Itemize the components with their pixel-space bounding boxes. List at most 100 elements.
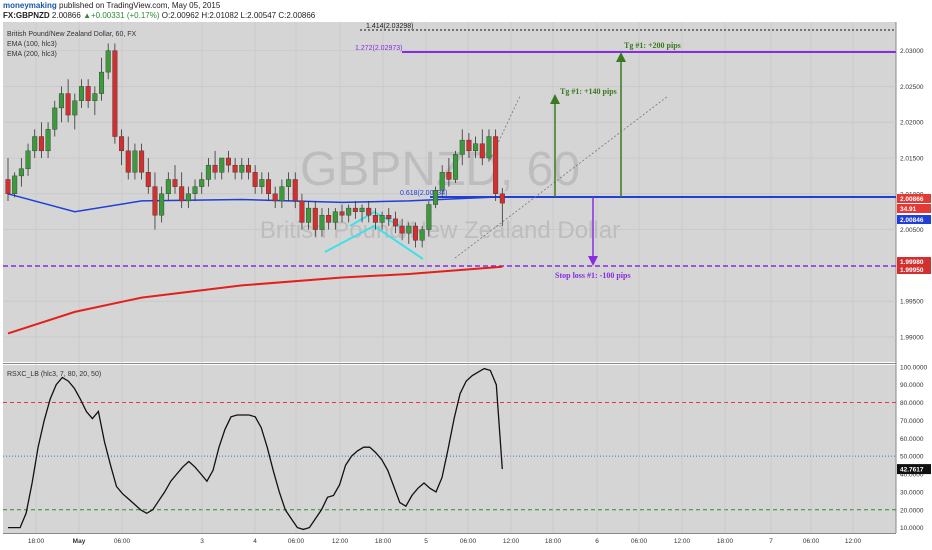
time-tick-label: 12:00 bbox=[332, 538, 349, 545]
candle-body bbox=[499, 193, 505, 204]
candle-body bbox=[225, 157, 231, 166]
author-username[interactable]: moneymaking bbox=[3, 1, 57, 10]
drawing-layer[interactable]: 1.414(2.03298) 1.272(2.02973) 0.618(2.00… bbox=[3, 23, 896, 280]
close-label: C: bbox=[278, 11, 287, 20]
candle-body bbox=[299, 200, 305, 223]
oscillator-tick-label: 90.0000 bbox=[900, 382, 924, 389]
change-arrow-icon: ▲ bbox=[83, 11, 91, 20]
price-label-text: 34.91 bbox=[900, 206, 917, 213]
candlestick-series[interactable] bbox=[5, 43, 505, 248]
candle-body bbox=[239, 164, 245, 173]
price-label-box bbox=[897, 257, 931, 266]
price-label-box bbox=[897, 204, 931, 213]
candle-body bbox=[493, 136, 499, 194]
time-tick-label: 06:00 bbox=[803, 538, 820, 545]
candle-body bbox=[346, 207, 352, 216]
time-tick-label: May bbox=[73, 538, 86, 545]
oscillator-tick-label: 80.0000 bbox=[900, 400, 924, 407]
oscillator-pane[interactable] bbox=[3, 365, 896, 533]
oscillator-axis-ticks: 100.0000 90.0000 80.0000 70.0000 60.0000 50.0… bbox=[900, 364, 927, 532]
time-axis[interactable]: 18:00 May 06:00 3 4 06:00 12:00 18:00 5 06:00 12:0… bbox=[28, 538, 862, 545]
candle-body bbox=[12, 175, 18, 194]
candle-body bbox=[419, 229, 425, 241]
candle-body bbox=[292, 179, 298, 202]
candle-body bbox=[473, 143, 479, 152]
oscillator-tick-label: 30.0000 bbox=[900, 489, 924, 496]
candle-body bbox=[326, 215, 332, 223]
candle-body bbox=[65, 93, 71, 116]
low-label: L: bbox=[240, 11, 248, 20]
oscillator-series[interactable] bbox=[8, 367, 503, 531]
w-pattern-peak[interactable] bbox=[349, 210, 401, 227]
candle-body bbox=[172, 179, 178, 187]
legend-ema200[interactable]: EMA (200, hlc3) bbox=[7, 51, 57, 58]
oscillator-tick-label: 40.0000 bbox=[900, 472, 924, 479]
open-label: O: bbox=[161, 11, 171, 20]
target2-arrowhead-icon bbox=[616, 52, 626, 62]
candle-body bbox=[426, 204, 432, 230]
oscillator-tick-label: 20.0000 bbox=[900, 507, 924, 514]
price-pane[interactable] bbox=[3, 22, 896, 362]
oscillator-tick-label: 100.0000 bbox=[900, 364, 927, 371]
candle-body bbox=[58, 93, 64, 109]
publication-header: moneymaking published on TradingView.com… bbox=[0, 0, 932, 22]
candle-body bbox=[352, 207, 358, 212]
candle-body bbox=[406, 225, 412, 234]
candle-body bbox=[78, 86, 84, 101]
candle-body bbox=[52, 107, 58, 130]
candle-body bbox=[272, 193, 278, 202]
stop-label: Stop loss #1: -100 pips bbox=[555, 271, 631, 280]
candle-body bbox=[412, 225, 418, 241]
high-label: H: bbox=[201, 11, 210, 20]
target2-label: Tg #1: +200 pips bbox=[624, 41, 681, 50]
fib-1414-label: 1.414(2.03298) bbox=[366, 23, 413, 30]
time-tick-label: 06:00 bbox=[288, 538, 305, 545]
candle-body bbox=[205, 164, 211, 180]
candle-body bbox=[439, 172, 445, 191]
candle-body bbox=[5, 179, 11, 194]
candle-body bbox=[25, 150, 31, 169]
chart-title: British Pound/New Zealand Dollar, 60, FX bbox=[7, 31, 137, 38]
ema100-line[interactable] bbox=[7, 193, 503, 213]
oscillator-value-text: 42.7617 bbox=[900, 467, 924, 474]
price-label-text: 1.99980 bbox=[900, 259, 924, 266]
time-tick-label: 18:00 bbox=[28, 538, 45, 545]
candle-body bbox=[433, 190, 439, 205]
price-tick-label: 1.99500 bbox=[900, 299, 924, 306]
oscillator-title: RSXC_LB (hlc3, 7, 80, 20, 50) bbox=[7, 371, 101, 378]
legend-ema100[interactable]: EMA (100, hlc3) bbox=[7, 41, 57, 48]
trend-channel-lower[interactable] bbox=[454, 95, 669, 259]
price-tick-label: 2.00500 bbox=[900, 227, 924, 234]
time-tick-label: 18:00 bbox=[545, 538, 562, 545]
time-tick-label: 12:00 bbox=[503, 538, 520, 545]
candle-body bbox=[32, 136, 38, 152]
time-tick-label: 18:00 bbox=[717, 538, 734, 545]
price-label-box bbox=[897, 265, 931, 274]
ema100-path bbox=[7, 193, 503, 213]
time-tick-label: 3 bbox=[200, 538, 204, 545]
candle-body bbox=[379, 215, 385, 223]
candle-body bbox=[92, 93, 98, 101]
price-tick-label: 2.03000 bbox=[900, 48, 924, 55]
candle-body bbox=[366, 207, 372, 216]
candle-body bbox=[165, 179, 171, 194]
candle-body bbox=[72, 100, 78, 116]
time-tick-label: 06:00 bbox=[631, 538, 648, 545]
price-label-text: 2.00846 bbox=[900, 217, 924, 224]
candle-body bbox=[18, 168, 24, 177]
candle-body bbox=[85, 86, 91, 101]
price-axis[interactable] bbox=[896, 22, 932, 533]
price-label-text: 2.00866 bbox=[900, 196, 924, 203]
candle-body bbox=[392, 218, 398, 227]
price-label-box bbox=[897, 194, 931, 203]
ema200-line[interactable] bbox=[7, 265, 503, 335]
candle-body bbox=[459, 139, 465, 155]
low-value: 2.00547 bbox=[247, 11, 277, 20]
target1-arrowhead-icon bbox=[550, 94, 560, 104]
open-value: 2.00962 bbox=[170, 11, 200, 20]
price-label-text: 1.99950 bbox=[900, 267, 924, 274]
candle-body bbox=[179, 186, 185, 202]
w-pattern-left[interactable] bbox=[324, 224, 424, 260]
candle-body bbox=[152, 186, 158, 216]
